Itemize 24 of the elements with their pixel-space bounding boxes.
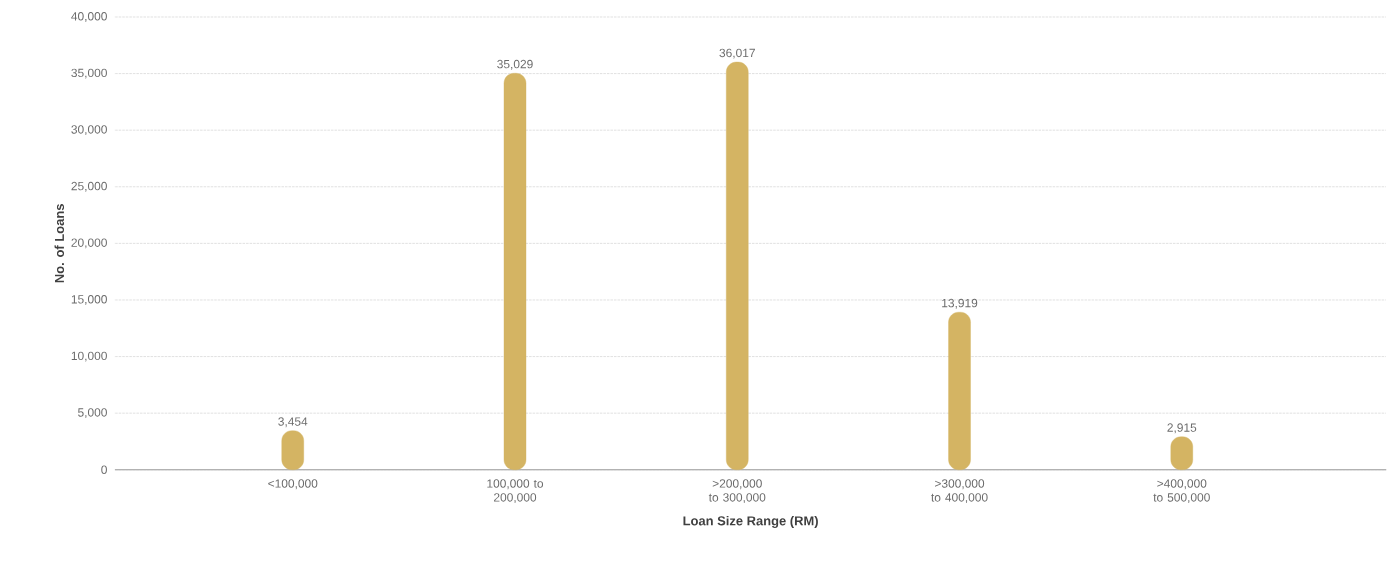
data-label: 2,915 [1167, 423, 1197, 434]
y-tick-label: 40,000 [71, 12, 107, 23]
bar [726, 62, 749, 471]
data-label: 35,029 [497, 60, 533, 70]
y-axis-title: No. of Loans [54, 204, 65, 283]
y-tick-label: 35,000 [71, 68, 107, 79]
y-tick-label: 20,000 [71, 238, 107, 249]
x-tick-label: >200,000 to 300,000 [708, 479, 766, 504]
y-tick-label: 25,000 [71, 181, 107, 192]
data-label: 13,919 [942, 298, 978, 309]
y-tick-label: 10,000 [71, 351, 107, 362]
y-tick-label: 0 [101, 465, 107, 475]
x-tick-label: >300,000 to 400,000 [931, 479, 988, 504]
data-label: 3,454 [278, 417, 308, 428]
x-tick-label: <100,000 [268, 479, 318, 490]
y-tick-label: 30,000 [71, 125, 107, 136]
bar [503, 73, 527, 471]
y-tick-label: 5,000 [78, 408, 107, 419]
data-label: 36,017 [719, 48, 755, 59]
y-tick-label: 15,000 [71, 295, 107, 306]
bar [948, 312, 971, 471]
x-tick-label: >400,000 to 500,000 [1153, 479, 1210, 504]
x-tick-label: 100,000 to 200,000 [487, 479, 544, 504]
x-axis-title: Loan Size Range (RM) [683, 516, 818, 529]
